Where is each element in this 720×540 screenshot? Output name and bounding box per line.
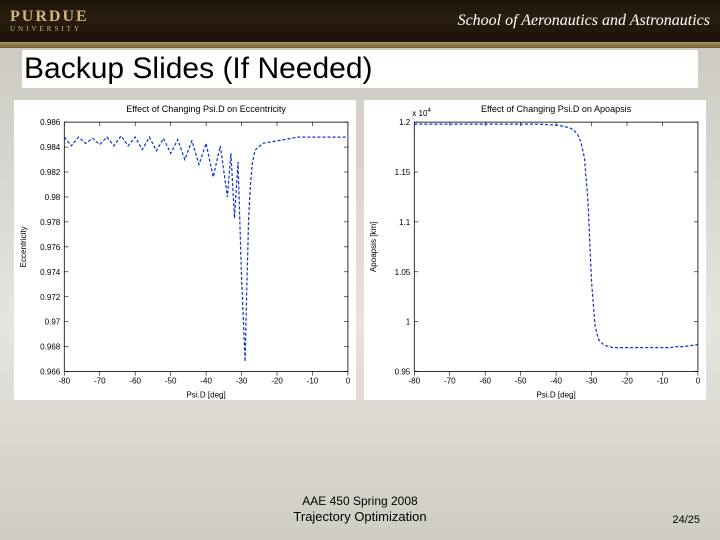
svg-text:1.1: 1.1 [399, 218, 411, 227]
svg-text:Psi.D [deg]: Psi.D [deg] [186, 391, 225, 400]
svg-text:-30: -30 [236, 377, 248, 386]
svg-text:0.978: 0.978 [40, 218, 61, 227]
svg-text:1.2: 1.2 [399, 118, 411, 127]
logo-text-top: PURDUE [10, 9, 89, 25]
svg-text:0.97: 0.97 [45, 318, 61, 327]
svg-text:x 104: x 104 [412, 108, 431, 118]
header-gold-stripe [0, 42, 720, 48]
svg-text:Effect of Changing Psi.D on Ec: Effect of Changing Psi.D on Eccentricity [126, 104, 286, 114]
svg-text:-10: -10 [307, 377, 319, 386]
svg-text:0.976: 0.976 [40, 243, 61, 252]
svg-text:1.05: 1.05 [395, 268, 411, 277]
svg-text:-50: -50 [165, 377, 177, 386]
svg-text:-20: -20 [271, 377, 283, 386]
svg-text:-80: -80 [408, 377, 420, 386]
svg-text:0.966: 0.966 [40, 368, 61, 377]
svg-text:-50: -50 [515, 377, 527, 386]
svg-text:0.974: 0.974 [40, 268, 61, 277]
header-bar: PURDUE UNIVERSITY School of Aeronautics … [0, 0, 720, 42]
footer-line2: Trajectory Optimization [0, 509, 720, 524]
svg-text:0.95: 0.95 [395, 368, 411, 377]
svg-text:-80: -80 [58, 377, 70, 386]
chart-right-svg: Effect of Changing Psi.D on Apoapsis -80 -… [364, 100, 706, 402]
svg-text:Apoapsis [km]: Apoapsis [km] [369, 222, 378, 272]
svg-text:1.15: 1.15 [395, 168, 411, 177]
svg-text:-10: -10 [657, 377, 669, 386]
svg-text:0.986: 0.986 [40, 118, 61, 127]
svg-text:-70: -70 [94, 377, 106, 386]
svg-text:-20: -20 [621, 377, 633, 386]
svg-text:0.972: 0.972 [40, 293, 61, 302]
svg-text:0.984: 0.984 [40, 143, 61, 152]
svg-text:Effect of Changing Psi.D on Ap: Effect of Changing Psi.D on Apoapsis [481, 104, 632, 114]
chart-left: Effect of Changing Psi.D on Eccentricity… [14, 100, 356, 400]
svg-text:0.982: 0.982 [40, 168, 61, 177]
purdue-logo: PURDUE UNIVERSITY [10, 9, 89, 33]
chart-right: Effect of Changing Psi.D on Apoapsis -80 -… [364, 100, 706, 400]
svg-text:0.98: 0.98 [45, 193, 61, 202]
footer-line1: AAE 450 Spring 2008 [0, 494, 720, 508]
svg-text:Eccentricity: Eccentricity [19, 226, 28, 267]
svg-text:-60: -60 [479, 377, 491, 386]
svg-text:-60: -60 [129, 377, 141, 386]
svg-text:-30: -30 [586, 377, 598, 386]
svg-text:0.968: 0.968 [40, 343, 61, 352]
svg-text:-40: -40 [550, 377, 562, 386]
school-name: School of Aeronautics and Astronautics [458, 12, 710, 30]
svg-text:0: 0 [346, 377, 351, 386]
svg-text:1: 1 [406, 318, 411, 327]
svg-text:0: 0 [696, 377, 701, 386]
slide-title: Backup Slides (If Needed) [22, 50, 698, 88]
chart-row: Effect of Changing Psi.D on Eccentricity… [14, 100, 706, 400]
chart-left-svg: Effect of Changing Psi.D on Eccentricity… [14, 100, 356, 402]
page-number: 24/25 [672, 514, 700, 526]
svg-text:-40: -40 [200, 377, 212, 386]
slide: PURDUE UNIVERSITY School of Aeronautics … [0, 0, 720, 540]
svg-text:Psi.D [deg]: Psi.D [deg] [536, 391, 575, 400]
svg-text:-70: -70 [444, 377, 456, 386]
logo-text-bottom: UNIVERSITY [10, 26, 89, 33]
